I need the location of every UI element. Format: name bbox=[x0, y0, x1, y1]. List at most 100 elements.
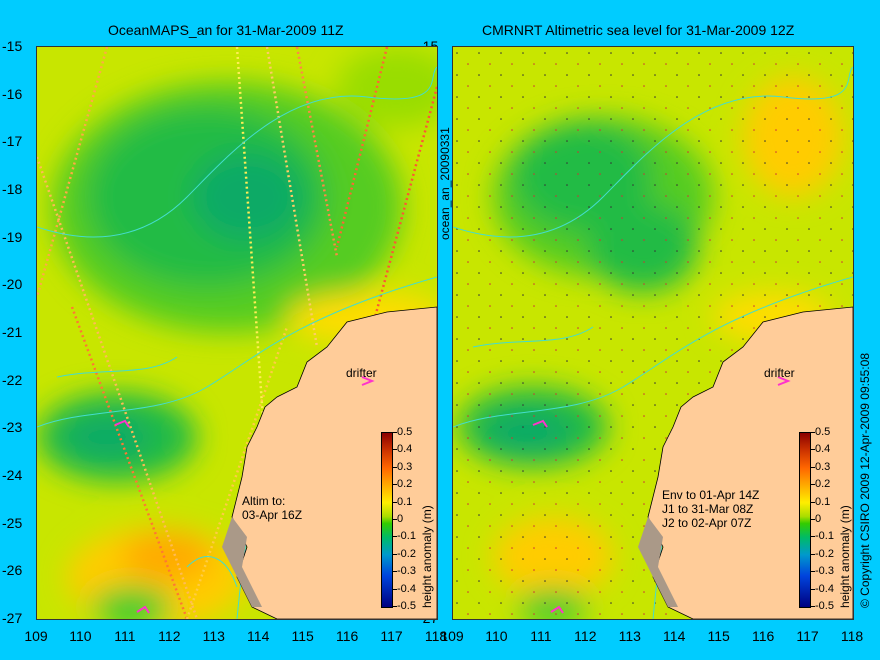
colorbar-tick-label: -0.3 bbox=[815, 565, 834, 578]
y-tick-label: -17 bbox=[2, 133, 23, 150]
colorbar-tick-mark bbox=[393, 588, 397, 590]
right-annotation-line: Env to 01-Apr 14Z bbox=[662, 488, 760, 502]
colorbar-tick-mark bbox=[393, 501, 397, 503]
colorbar-tick-mark bbox=[811, 501, 815, 503]
colorbar-tick-label: -0.5 bbox=[815, 600, 834, 612]
left-drifter-arrow bbox=[361, 376, 375, 386]
right-colorbar bbox=[799, 432, 811, 608]
colorbar-tick-mark bbox=[811, 519, 815, 520]
x-tick-label: 112 bbox=[158, 628, 181, 644]
left-map-field bbox=[37, 47, 437, 619]
right-altimetry-annotation: Env to 01-Apr 14Z J1 to 31-Mar 08Z J2 to… bbox=[662, 488, 759, 530]
colorbar-tick-label: 0 bbox=[815, 513, 822, 525]
y-tick-label: -20 bbox=[2, 276, 23, 293]
x-tick-label: 117 bbox=[796, 628, 819, 644]
colorbar-tick-mark bbox=[393, 519, 397, 520]
y-tick-label: -21 bbox=[2, 324, 23, 340]
left-annotation-line: 03-Apr 16Z bbox=[242, 508, 303, 522]
x-tick-label: 116 bbox=[335, 628, 359, 644]
right-drifter-label: drifter bbox=[764, 366, 795, 380]
colorbar-tick-label: 0.2 bbox=[397, 478, 413, 491]
right-drifter-track-2 bbox=[550, 605, 564, 614]
x-tick-label: 113 bbox=[618, 628, 641, 644]
left-map-title: OceanMAPS_an for 31-Mar-2009 11Z bbox=[108, 22, 344, 38]
x-tick-label: 117 bbox=[380, 628, 403, 644]
y-tick-label: -15 bbox=[2, 38, 23, 54]
colorbar-tick-mark bbox=[811, 553, 815, 555]
x-tick-label: 118 bbox=[424, 628, 448, 644]
left-map bbox=[36, 46, 438, 620]
x-tick-label: 113 bbox=[202, 628, 225, 644]
colorbar-tick-mark bbox=[393, 432, 397, 433]
colorbar-tick-label: -0.4 bbox=[815, 582, 834, 595]
right-annotation-line: J1 to 31-Mar 08Z bbox=[662, 502, 754, 516]
colorbar-tick-label: -0.3 bbox=[397, 565, 416, 578]
left-drifter-track-1 bbox=[114, 419, 130, 428]
x-tick-label: 118 bbox=[840, 628, 864, 644]
colorbar-tick-mark bbox=[811, 449, 815, 451]
colorbar-tick-label: 0.4 bbox=[815, 443, 831, 456]
colorbar-tick-mark bbox=[811, 432, 815, 433]
x-tick-label: 110 bbox=[485, 628, 508, 644]
y-tick-label: -22 bbox=[2, 371, 23, 388]
colorbar-tick-label: -0.4 bbox=[397, 582, 416, 595]
colorbar-tick-label: 0.4 bbox=[397, 443, 413, 456]
x-tick-label: 114 bbox=[663, 628, 686, 644]
left-altimetry-annotation: Altim to: 03-Apr 16Z bbox=[242, 494, 302, 522]
left-colorbar bbox=[381, 432, 393, 608]
left-colorbar-label: height anomaly (m) bbox=[420, 505, 434, 608]
right-colorbar-label: height anomaly (m) bbox=[838, 505, 852, 608]
x-tick-label: 110 bbox=[69, 628, 92, 644]
x-tick-label: 116 bbox=[751, 628, 775, 644]
right-side-label: © Copyright CSIRO 2009 12-Apr-2009 09:55… bbox=[858, 353, 872, 608]
x-tick-label: 112 bbox=[574, 628, 597, 644]
colorbar-tick-mark bbox=[393, 571, 397, 573]
right-drifter-arrow bbox=[777, 376, 791, 386]
y-tick-label: -19 bbox=[2, 228, 23, 245]
colorbar-tick-mark bbox=[811, 484, 815, 486]
x-tick-label: 114 bbox=[247, 628, 270, 644]
colorbar-tick-label: -0.1 bbox=[397, 530, 416, 543]
colorbar-tick-mark bbox=[393, 553, 397, 555]
colorbar-tick-mark bbox=[393, 449, 397, 451]
colorbar-tick-label: 0.1 bbox=[815, 495, 831, 508]
right-map bbox=[452, 46, 854, 620]
right-map-title: CMRNRT Altimetric sea level for 31-Mar-2… bbox=[482, 22, 795, 38]
colorbar-tick-mark bbox=[393, 466, 397, 468]
colorbar-tick-label: 0.2 bbox=[815, 478, 831, 491]
left-annotation-line: Altim to: bbox=[242, 494, 286, 508]
colorbar-tick-mark bbox=[393, 606, 397, 607]
colorbar-tick-label: 0.3 bbox=[397, 460, 413, 473]
x-tick-label: 111 bbox=[530, 628, 552, 644]
colorbar-tick-mark bbox=[811, 571, 815, 573]
left-drifter-label: drifter bbox=[346, 366, 377, 380]
colorbar-tick-label: 0.5 bbox=[397, 426, 413, 438]
right-annotation-line: J2 to 02-Apr 07Z bbox=[662, 516, 752, 530]
y-tick-label: -25 bbox=[2, 514, 23, 531]
colorbar-tick-label: 0 bbox=[397, 513, 404, 525]
y-tick-label: -27 bbox=[2, 610, 23, 626]
left-side-label: ocean_an_20090331 bbox=[438, 127, 452, 240]
y-tick-label: -23 bbox=[2, 419, 23, 436]
x-tick-label: 109 bbox=[24, 628, 48, 644]
colorbar-tick-mark bbox=[811, 606, 815, 607]
y-tick-label: -24 bbox=[2, 467, 23, 483]
colorbar-tick-label: 0.1 bbox=[397, 495, 413, 508]
y-tick-label: -16 bbox=[2, 85, 23, 102]
colorbar-tick-label: 0.3 bbox=[815, 460, 831, 473]
colorbar-tick-label: -0.2 bbox=[397, 547, 416, 560]
y-tick-label: -18 bbox=[2, 181, 23, 197]
colorbar-tick-label: -0.2 bbox=[815, 547, 834, 560]
colorbar-tick-label: -0.5 bbox=[397, 600, 416, 612]
colorbar-tick-mark bbox=[393, 484, 397, 486]
x-tick-label: 111 bbox=[114, 628, 136, 644]
colorbar-tick-mark bbox=[811, 588, 815, 590]
left-drifter-track-2 bbox=[136, 605, 150, 614]
colorbar-tick-label: 0.5 bbox=[815, 426, 831, 438]
colorbar-tick-mark bbox=[811, 536, 815, 538]
right-map-field bbox=[453, 47, 853, 619]
x-tick-label: 115 bbox=[707, 628, 730, 644]
colorbar-tick-mark bbox=[393, 536, 397, 538]
x-tick-label: 109 bbox=[440, 628, 464, 644]
colorbar-tick-mark bbox=[811, 466, 815, 468]
